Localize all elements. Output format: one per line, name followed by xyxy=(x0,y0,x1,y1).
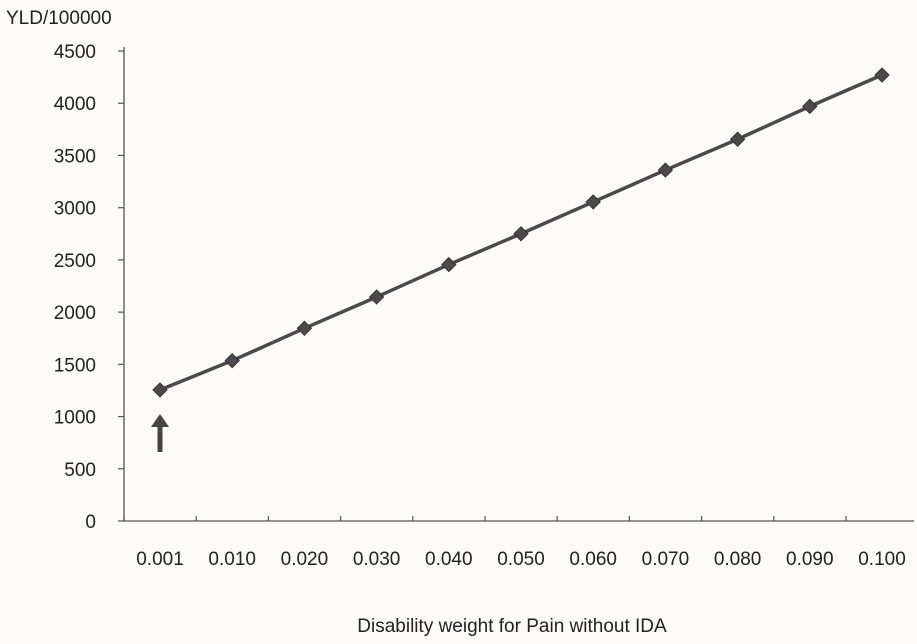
x-tick-label: 0.090 xyxy=(786,549,834,570)
x-tick-label: 0.070 xyxy=(642,549,690,570)
y-tick-label: 2000 xyxy=(54,303,96,324)
data-point-marker xyxy=(657,162,674,178)
y-tick-label: 3000 xyxy=(54,199,96,220)
x-tick-label: 0.050 xyxy=(497,549,545,570)
data-point-marker xyxy=(874,67,890,83)
data-point-marker xyxy=(513,226,529,242)
y-axis: 0 500 1000 1500 2000 2500 3000 3500 4000 4500 xyxy=(54,42,125,533)
annotations xyxy=(151,414,169,452)
y-tick-label: 4000 xyxy=(54,94,96,115)
data-point-marker xyxy=(296,320,313,337)
y-tick-label: 0 xyxy=(85,512,96,533)
x-tick-label: 0.010 xyxy=(208,549,256,570)
arrow-shaft xyxy=(157,423,163,452)
y-tick-label: 4500 xyxy=(54,42,96,63)
data-point-marker xyxy=(441,256,457,273)
data-point-marker xyxy=(585,194,601,210)
data-point-marker xyxy=(729,131,746,147)
x-tick-label: 0.080 xyxy=(714,549,762,570)
x-tick-label: 0.100 xyxy=(858,549,906,570)
data-point-marker xyxy=(802,98,818,115)
x-tick-label: 0.020 xyxy=(281,549,329,570)
x-axis-title: Disability weight for Pain without IDA xyxy=(357,616,667,637)
arrow-head xyxy=(151,414,169,427)
data-point-marker xyxy=(224,352,240,369)
x-tick-label: 0.060 xyxy=(569,549,617,570)
y-tick-label: 2500 xyxy=(54,251,96,272)
y-tick-label: 500 xyxy=(64,460,96,481)
series-group xyxy=(152,67,890,398)
data-point-marker xyxy=(152,382,168,398)
y-tick-label: 3500 xyxy=(54,146,96,167)
x-tick-label: 0.030 xyxy=(353,549,401,570)
y-tick-label: 1000 xyxy=(54,408,96,429)
y-axis-title: YLD/100000 xyxy=(6,8,112,29)
data-point-marker xyxy=(368,289,385,305)
x-tick-label: 0.001 xyxy=(136,549,184,570)
x-tick-label: 0.040 xyxy=(425,549,473,570)
x-axis: 0.001 0.010 0.020 0.030 0.040 0.050 0.060 0.070… xyxy=(123,516,914,570)
y-tick-label: 1500 xyxy=(54,355,96,376)
